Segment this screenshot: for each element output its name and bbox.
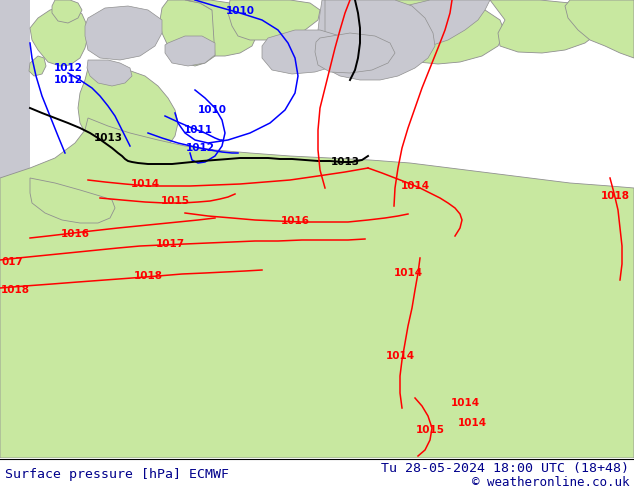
Polygon shape: [85, 6, 162, 60]
Polygon shape: [388, 0, 505, 64]
Polygon shape: [325, 0, 435, 80]
Polygon shape: [228, 0, 320, 40]
Text: 1016: 1016: [60, 229, 89, 239]
Text: 1014: 1014: [394, 268, 423, 278]
Text: 1014: 1014: [401, 181, 430, 191]
Polygon shape: [315, 0, 395, 73]
Text: Tu 28-05-2024 18:00 UTC (18+48): Tu 28-05-2024 18:00 UTC (18+48): [381, 462, 629, 474]
Text: 1015: 1015: [160, 196, 190, 206]
Polygon shape: [30, 178, 115, 223]
Text: 1015: 1015: [415, 425, 444, 435]
Polygon shape: [30, 6, 88, 66]
Text: 1012: 1012: [186, 143, 214, 153]
Polygon shape: [315, 33, 395, 73]
Polygon shape: [78, 68, 178, 160]
Text: 1018: 1018: [1, 285, 30, 295]
Polygon shape: [393, 0, 490, 50]
Text: 1013: 1013: [93, 133, 122, 143]
Text: 1012: 1012: [53, 63, 82, 73]
Text: 017: 017: [1, 257, 23, 267]
Polygon shape: [52, 0, 82, 23]
Text: 1016: 1016: [280, 216, 309, 226]
Text: 1012: 1012: [53, 75, 82, 85]
Polygon shape: [490, 0, 600, 53]
Polygon shape: [0, 118, 634, 458]
Text: 1010: 1010: [226, 6, 254, 16]
Text: 1017: 1017: [155, 239, 184, 249]
Polygon shape: [185, 0, 258, 56]
Text: 1013: 1013: [330, 157, 359, 167]
Polygon shape: [29, 56, 46, 76]
Text: 1014: 1014: [450, 398, 479, 408]
Text: 1018: 1018: [134, 271, 162, 281]
Text: 1018: 1018: [600, 191, 630, 201]
Text: Surface pressure [hPa] ECMWF: Surface pressure [hPa] ECMWF: [5, 467, 229, 481]
Polygon shape: [160, 0, 225, 66]
Polygon shape: [87, 60, 132, 86]
Bar: [0, 0, 30, 458]
Polygon shape: [165, 36, 215, 66]
Polygon shape: [262, 30, 350, 74]
Text: 1014: 1014: [458, 418, 486, 428]
Text: 1014: 1014: [131, 179, 160, 189]
Text: 1014: 1014: [385, 351, 415, 361]
Text: 1011: 1011: [183, 125, 212, 135]
Polygon shape: [565, 0, 634, 58]
Text: © weatheronline.co.uk: © weatheronline.co.uk: [472, 475, 629, 489]
Text: 1010: 1010: [198, 105, 226, 115]
